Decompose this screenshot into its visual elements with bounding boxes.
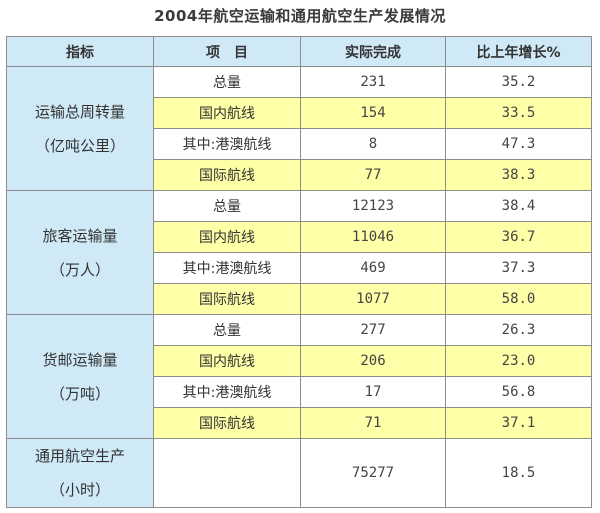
category-cell: 运输总周转量 （亿吨公里） [6, 66, 154, 191]
table-row: 其中:港澳航线 17 56.8 [7, 376, 592, 408]
actual-cell: 469 [300, 252, 446, 284]
actual-cell: 1077 [300, 283, 446, 315]
column-header-growth: 比上年增长% [445, 36, 592, 67]
growth-cell: 33.5 [445, 97, 592, 129]
growth-cell: 56.8 [445, 376, 592, 408]
growth-cell: 38.3 [445, 159, 592, 191]
item-cell: 其中:港澳航线 [153, 128, 301, 160]
growth-cell: 18.5 [445, 438, 592, 508]
actual-cell: 8 [300, 128, 446, 160]
table-row: 其中:港澳航线 469 37.3 [7, 252, 592, 284]
table-row: 其中:港澳航线 8 47.3 [7, 128, 592, 160]
actual-cell: 11046 [300, 221, 446, 253]
item-cell: 国际航线 [153, 283, 301, 315]
category-name: 通用航空生产 [34, 447, 125, 465]
growth-cell: 37.3 [445, 252, 592, 284]
item-cell: 总量 [153, 314, 301, 346]
actual-cell: 71 [300, 407, 446, 439]
table-row: 通用航空生产 （小时） 75277 18.5 [6, 438, 592, 508]
growth-cell: 47.3 [445, 128, 592, 160]
category-unit: （小时） [49, 481, 110, 499]
item-cell: 国内航线 [153, 97, 301, 129]
category-name: 旅客运输量 [42, 226, 118, 245]
growth-cell: 35.2 [445, 66, 592, 98]
item-cell: 国内航线 [153, 221, 301, 253]
actual-cell: 77 [300, 159, 446, 191]
actual-cell: 12123 [300, 190, 446, 222]
category-cell: 货邮运输量 （万吨） [6, 314, 154, 439]
table-row: 货邮运输量 （万吨） 总量 277 26.3 [6, 314, 592, 439]
growth-cell: 38.4 [445, 190, 592, 222]
actual-cell: 17 [300, 376, 446, 408]
category-cell: 旅客运输量 （万人） [6, 190, 154, 315]
growth-cell: 37.1 [445, 407, 592, 439]
category-unit: （万人） [49, 260, 110, 279]
table-header-row: 指标 项 目 实际完成 比上年增长% [6, 36, 592, 67]
growth-cell: 58.0 [445, 283, 592, 315]
item-cell: 总量 [153, 190, 301, 222]
category-cell: 通用航空生产 （小时） [6, 438, 154, 508]
category-name: 货邮运输量 [42, 350, 118, 369]
column-header-item: 项 目 [153, 36, 301, 67]
growth-cell: 36.7 [445, 221, 592, 253]
actual-cell: 75277 [300, 438, 446, 508]
growth-cell: 23.0 [445, 345, 592, 377]
table-row: 运输总周转量 （亿吨公里） 总量 231 35.2 [6, 66, 592, 191]
actual-cell: 206 [300, 345, 446, 377]
item-cell: 其中:港澳航线 [153, 252, 301, 284]
category-unit: （万吨） [49, 384, 110, 403]
page-title: 2004年航空运输和通用航空生产发展情况 [154, 7, 446, 25]
actual-cell: 231 [300, 66, 446, 98]
item-cell: 总量 [153, 66, 301, 98]
column-header-indicator: 指标 [6, 36, 154, 67]
table-row: 国际航线 71 37.1 [7, 407, 592, 439]
actual-cell: 277 [300, 314, 446, 346]
category-name: 运输总周转量 [34, 102, 125, 121]
column-header-actual: 实际完成 [300, 36, 446, 67]
item-cell: 国际航线 [153, 159, 301, 191]
table-row: 国内航线 206 23.0 [7, 345, 592, 377]
table-row: 国际航线 77 38.3 [7, 159, 592, 191]
item-cell: 国内航线 [153, 345, 301, 377]
actual-cell: 154 [300, 97, 446, 129]
table-row: 旅客运输量 （万人） 总量 12123 38.4 [6, 190, 592, 315]
item-cell [153, 438, 301, 508]
category-unit: （亿吨公里） [34, 136, 125, 155]
stats-table: 指标 项 目 实际完成 比上年增长% 运输总周转量 （亿吨公里） 总量 231 … [6, 36, 592, 508]
growth-cell: 26.3 [445, 314, 592, 346]
item-cell: 其中:港澳航线 [153, 376, 301, 408]
item-cell: 国际航线 [153, 407, 301, 439]
table-row: 国内航线 154 33.5 [7, 97, 592, 129]
